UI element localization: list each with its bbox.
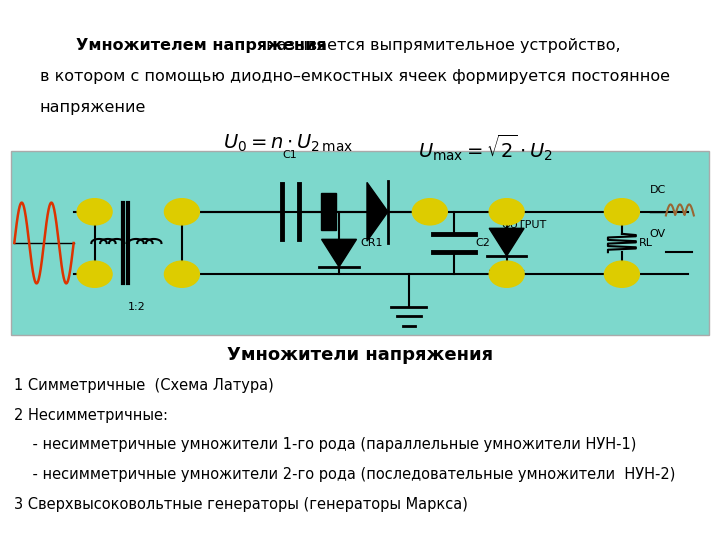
Text: 1 Симметричные  (Схема Латура): 1 Симметричные (Схема Латура)	[14, 378, 274, 393]
Text: DC: DC	[650, 185, 666, 195]
Polygon shape	[367, 183, 388, 241]
Text: в котором с помощью диодно–емкостных ячеек формируется постоянное: в котором с помощью диодно–емкостных яче…	[40, 69, 670, 84]
Text: C1: C1	[283, 150, 297, 160]
Text: - несимметричные умножители 2-го рода (последовательные умножители  НУН-2): - несимметричные умножители 2-го рода (п…	[14, 467, 676, 482]
Text: называется выпрямительное устройство,: называется выпрямительное устройство,	[261, 38, 621, 53]
Circle shape	[604, 261, 639, 287]
Text: CR1: CR1	[360, 238, 382, 248]
Bar	[321, 193, 336, 230]
Text: RL: RL	[639, 238, 653, 248]
Circle shape	[489, 261, 524, 287]
Text: OV: OV	[650, 229, 666, 239]
Text: OUTPUT: OUTPUT	[502, 220, 546, 229]
Circle shape	[604, 199, 639, 225]
Text: 3 Сверхвысоковольтные генераторы (генераторы Маркса): 3 Сверхвысоковольтные генераторы (генера…	[14, 497, 468, 512]
Text: $U_{\mathrm{max}} = \sqrt{2} \cdot U_2$: $U_{\mathrm{max}} = \sqrt{2} \cdot U_2$	[418, 132, 552, 163]
Polygon shape	[489, 228, 524, 256]
Text: напряжение: напряжение	[40, 100, 146, 116]
Text: 2 Несимметричные:: 2 Несимметричные:	[14, 408, 168, 423]
FancyBboxPatch shape	[11, 151, 709, 335]
Circle shape	[413, 199, 447, 225]
Polygon shape	[489, 271, 524, 274]
Circle shape	[164, 261, 199, 287]
Text: 1:2: 1:2	[127, 302, 145, 312]
Circle shape	[77, 199, 112, 225]
Polygon shape	[322, 239, 356, 267]
Text: $U_0 = n \cdot U_{2\,\mathrm{max}}$: $U_0 = n \cdot U_{2\,\mathrm{max}}$	[223, 132, 354, 153]
Text: Умножителем напряжения: Умножителем напряжения	[76, 38, 326, 53]
Text: Умножители напряжения: Умножители напряжения	[227, 346, 493, 363]
Text: C2: C2	[475, 238, 490, 248]
Circle shape	[77, 261, 112, 287]
Text: - несимметричные умножители 1-го рода (параллельные умножители НУН-1): - несимметричные умножители 1-го рода (п…	[14, 437, 636, 453]
Circle shape	[489, 199, 524, 225]
Circle shape	[164, 199, 199, 225]
